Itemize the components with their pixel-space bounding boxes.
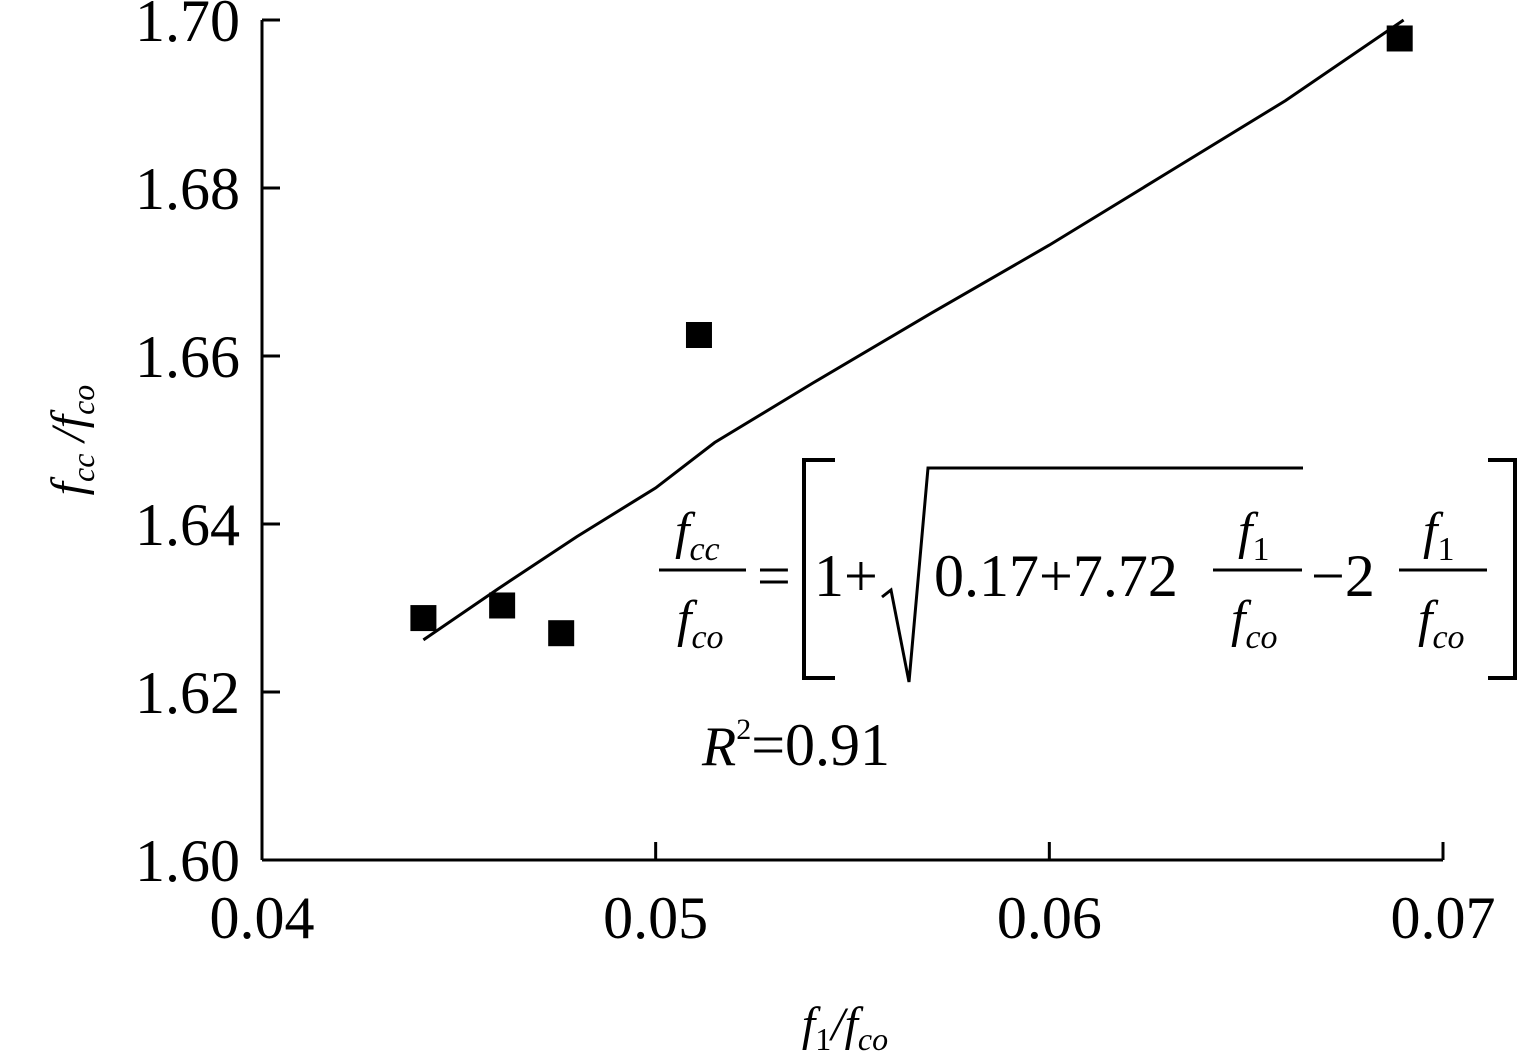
eq-frac2-numerator: f1 (1423, 503, 1454, 568)
y-axis-label-sub-cc: cc (65, 454, 101, 482)
eq-sqrt-sign (881, 466, 1303, 683)
eq-minus-two: −2 (1311, 543, 1375, 609)
r-squared-label: R2=0.91 (701, 712, 890, 778)
eq-lhs-numerator: fcc (675, 503, 720, 568)
x-axis-label-sub-1: 1 (815, 1021, 831, 1052)
data-point (548, 620, 575, 647)
eq-frac1-numerator: f1 (1238, 503, 1269, 568)
eq-lhs-denominator: fco (677, 591, 724, 656)
fit-line-group (422, 18, 1405, 642)
y-axis-label-sub-co: co (65, 385, 101, 415)
y-tick-label: 1.68 (135, 156, 240, 222)
y-tick-label: 1.64 (135, 492, 240, 558)
y-axis-label-slash: /f (42, 409, 95, 453)
eq-equals: = (757, 543, 791, 609)
eq-frac1-denominator: fco (1231, 591, 1278, 656)
x-tick-label: 0.07 (1391, 885, 1496, 951)
x-axis-label: f1/fco (802, 998, 888, 1052)
y-tick-label: 1.66 (135, 324, 240, 390)
data-point (685, 322, 712, 348)
x-tick-label: 0.06 (997, 885, 1102, 951)
x-tick-label: 0.05 (603, 885, 708, 951)
x-axis-label-sub-co: co (858, 1021, 888, 1052)
eq-one-plus: 1+ (814, 543, 878, 609)
fit-equation: fcc fco = 1+ 0.17+7.72 f1 fco −2 f1 fco (659, 458, 1517, 683)
eq-radicand: 0.17+7.72 (934, 543, 1178, 609)
data-point (1386, 25, 1413, 52)
data-points (410, 25, 1413, 647)
x-ticks: 0.04 0.05 0.06 0.07 (210, 842, 1496, 951)
y-tick-label: 1.70 (135, 0, 240, 54)
data-point (489, 592, 516, 619)
y-axis-label: fcc /fco (42, 385, 101, 496)
axes (260, 20, 1443, 862)
eq-left-bracket (802, 458, 835, 680)
x-axis-label-slash: /f (828, 998, 863, 1051)
fit-line (422, 18, 1405, 642)
data-point (410, 605, 437, 632)
x-tick-label: 0.04 (210, 885, 315, 951)
y-tick-label: 1.62 (135, 660, 240, 726)
eq-frac2-denominator: fco (1418, 591, 1465, 656)
eq-right-bracket (1488, 458, 1517, 680)
y-tick-label: 1.60 (135, 828, 240, 894)
y-ticks: 1.60 1.62 1.64 1.66 1.68 1.70 (135, 0, 280, 894)
